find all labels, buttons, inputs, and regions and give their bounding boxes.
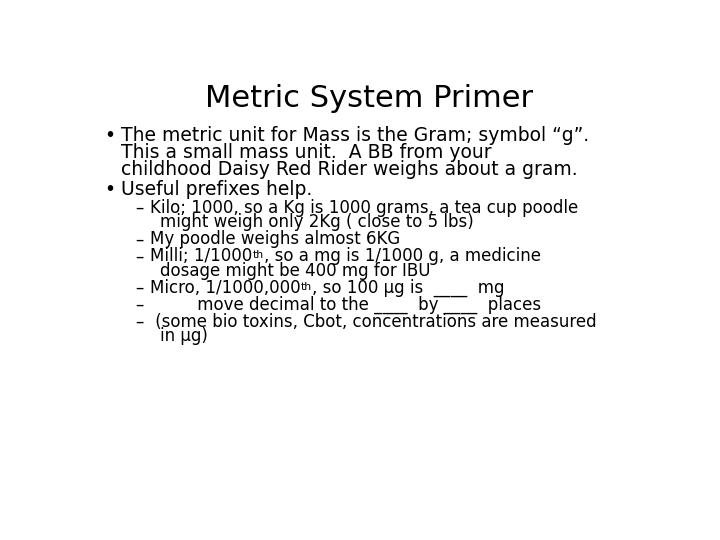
Text: (some bio toxins, Cbot, concentrations are measured: (some bio toxins, Cbot, concentrations a… <box>150 313 597 330</box>
Text: Kilo; 1000, so a Kg is 1000 grams, a tea cup poodle: Kilo; 1000, so a Kg is 1000 grams, a tea… <box>150 199 579 217</box>
Text: th: th <box>301 282 312 292</box>
Text: th: th <box>253 251 264 260</box>
Text: –: – <box>135 231 143 248</box>
Text: childhood Daisy Red Rider weighs about a gram.: childhood Daisy Red Rider weighs about a… <box>121 160 577 179</box>
Text: dosage might be 400 mg for IBU: dosage might be 400 mg for IBU <box>160 262 431 280</box>
Text: –: – <box>135 279 143 297</box>
Text: The metric unit for Mass is the Gram; symbol “g”.: The metric unit for Mass is the Gram; sy… <box>121 126 589 145</box>
Text: , so 100 μg is  ____  mg: , so 100 μg is ____ mg <box>312 279 505 297</box>
Text: –: – <box>135 199 143 217</box>
Text: in μg): in μg) <box>160 327 207 346</box>
Text: –: – <box>135 313 143 330</box>
Text: –: – <box>135 296 143 314</box>
Text: This a small mass unit.  A BB from your: This a small mass unit. A BB from your <box>121 143 492 163</box>
Text: , so a mg is 1/1000 g, a medicine: , so a mg is 1/1000 g, a medicine <box>264 247 541 265</box>
Text: •: • <box>104 126 115 145</box>
Text: Useful prefixes help.: Useful prefixes help. <box>121 180 312 199</box>
Text: My poodle weighs almost 6KG: My poodle weighs almost 6KG <box>150 231 401 248</box>
Text: Milli; 1/1000: Milli; 1/1000 <box>150 247 253 265</box>
Text: –: – <box>135 247 143 265</box>
Text: Metric System Primer: Metric System Primer <box>205 84 533 113</box>
Text: Micro, 1/1000,000: Micro, 1/1000,000 <box>150 279 301 297</box>
Text: might weigh only 2Kg ( close to 5 lbs): might weigh only 2Kg ( close to 5 lbs) <box>160 213 474 232</box>
Text: move decimal to the ____  by ____  places: move decimal to the ____ by ____ places <box>150 296 541 314</box>
Text: •: • <box>104 180 115 199</box>
